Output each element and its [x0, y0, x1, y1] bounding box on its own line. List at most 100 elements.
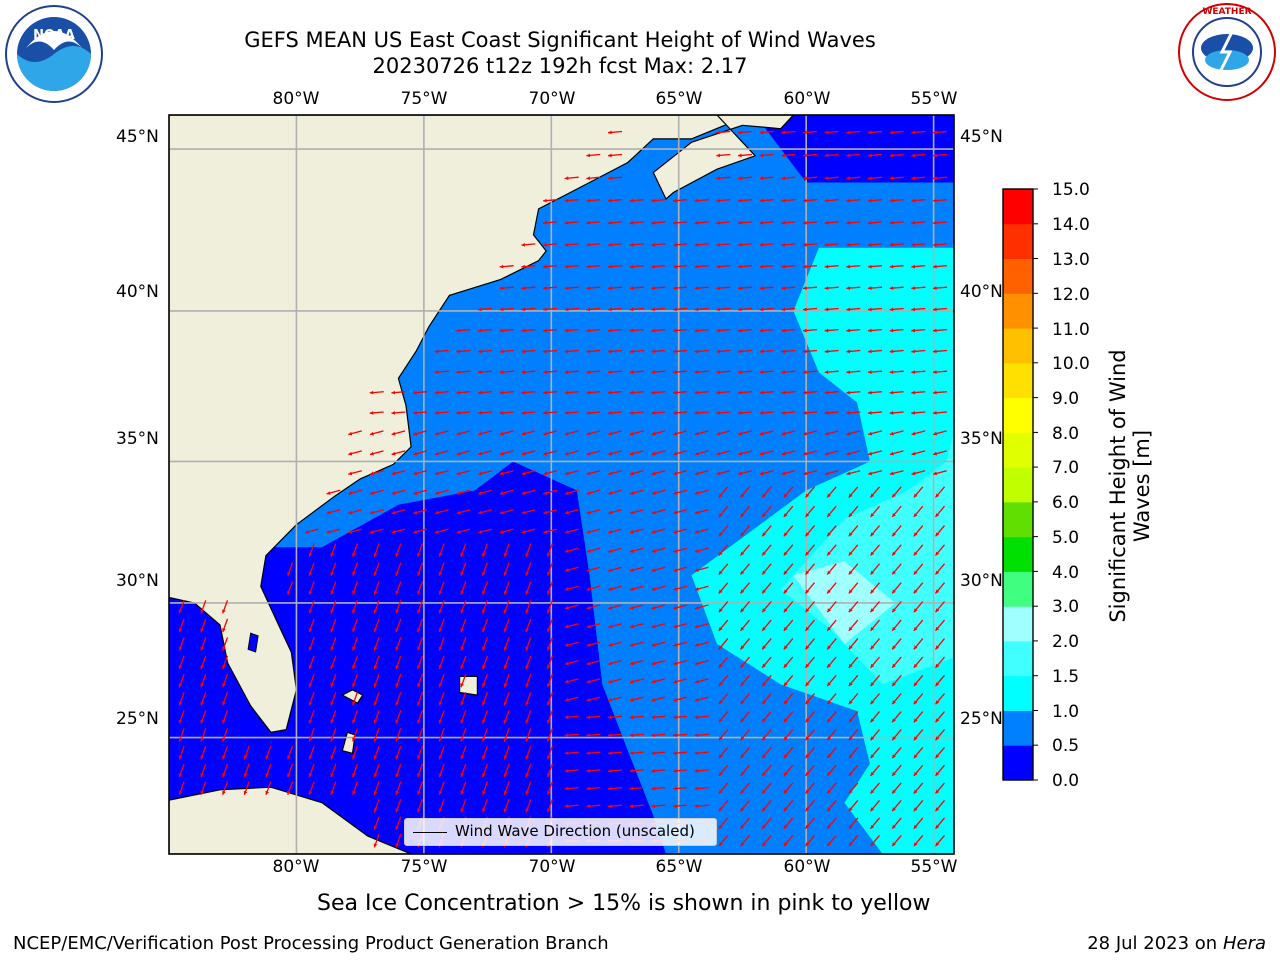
direction-arrow — [891, 505, 902, 518]
colorbar-bin — [1003, 362, 1033, 399]
direction-arrow — [673, 450, 687, 456]
colorbar-bin — [1003, 745, 1033, 781]
direction-arrow — [456, 528, 471, 534]
arrow-head — [827, 736, 831, 741]
direction-arrow — [586, 450, 601, 456]
direction-arrow — [891, 525, 902, 537]
direction-arrow — [391, 489, 406, 495]
arrow-head — [434, 349, 439, 354]
direction-arrow — [608, 509, 622, 515]
direction-arrow — [672, 370, 688, 374]
direction-arrow — [369, 450, 384, 456]
direction-arrow — [629, 370, 644, 374]
direction-arrow — [740, 693, 750, 705]
arrow-head — [395, 665, 399, 669]
direction-arrow — [478, 430, 492, 436]
arrow-head — [434, 431, 439, 436]
direction-arrow — [586, 566, 601, 572]
direction-arrow — [913, 746, 924, 759]
direction-arrow — [891, 817, 902, 830]
direction-arrow — [629, 804, 644, 808]
direction-arrow — [911, 307, 926, 312]
arrow-head — [305, 530, 309, 534]
direction-arrow — [456, 349, 471, 354]
direction-arrow — [373, 692, 380, 706]
arrow-head — [651, 768, 655, 773]
direction-arrow — [651, 349, 666, 354]
direction-arrow — [911, 470, 926, 476]
arrow-head — [564, 510, 569, 515]
cuba-land — [169, 786, 412, 854]
direction-arrow — [889, 370, 904, 374]
direction-arrow — [824, 470, 839, 476]
arrow-head — [694, 328, 699, 333]
arrow-head — [846, 451, 851, 456]
arrow-head — [781, 242, 785, 247]
arrow-head — [391, 530, 396, 534]
direction-arrow — [586, 528, 601, 534]
direction-arrow — [913, 619, 924, 632]
arrow-head — [586, 471, 591, 476]
direction-arrow — [694, 390, 709, 395]
arrow-head — [608, 568, 613, 572]
direction-arrow — [846, 286, 861, 290]
direction-arrow — [889, 176, 904, 181]
direction-arrow — [391, 411, 406, 415]
direction-arrow — [521, 264, 536, 269]
arrow-head — [608, 390, 612, 395]
direction-arrow — [326, 489, 341, 495]
direction-arrow — [826, 544, 837, 556]
direction-arrow — [846, 176, 861, 181]
direction-arrow — [521, 370, 536, 374]
arrow-head — [781, 307, 785, 312]
direction-arrow — [913, 674, 924, 687]
arrow-head — [935, 589, 940, 594]
direction-arrow — [607, 715, 623, 720]
direction-arrow — [848, 486, 859, 498]
arrow-head — [460, 571, 464, 576]
colorbar-tick: 7.0 — [1052, 458, 1080, 478]
direction-arrow — [672, 751, 688, 755]
direction-arrow — [805, 563, 815, 575]
direction-arrow — [826, 638, 837, 650]
direction-arrow — [586, 328, 601, 333]
colorbar-tick: 12.0 — [1052, 285, 1090, 305]
direction-arrow — [546, 543, 554, 557]
arrow-head — [935, 626, 940, 631]
direction-arrow — [911, 286, 926, 290]
arrow-head — [413, 411, 417, 415]
arrow-head — [521, 491, 526, 495]
direction-arrow — [608, 566, 622, 572]
arrow-head — [478, 510, 483, 515]
arrow-head — [629, 264, 634, 269]
direction-arrow — [481, 562, 489, 576]
direction-arrow — [413, 411, 428, 415]
arrow-head — [848, 551, 853, 556]
arrow-head — [651, 510, 656, 515]
direction-arrow — [694, 623, 709, 629]
direction-arrow — [178, 655, 185, 670]
arrow-head — [629, 643, 634, 647]
arrow-head — [460, 701, 464, 706]
arrow-head — [694, 370, 699, 374]
direction-arrow — [499, 411, 514, 415]
direction-arrow — [781, 264, 796, 269]
arrow-head — [716, 471, 721, 476]
direction-arrow — [546, 692, 554, 706]
arrow-head — [868, 349, 872, 354]
arrow-head — [673, 370, 677, 374]
arrow-head — [762, 700, 766, 705]
direction-arrow — [891, 656, 902, 669]
direction-arrow — [308, 728, 315, 742]
arrow-head — [651, 491, 656, 495]
arrow-head — [718, 513, 723, 517]
arrow-head — [438, 683, 443, 688]
arrow-head — [846, 411, 850, 415]
arrow-head — [564, 451, 569, 456]
direction-arrow — [629, 528, 644, 534]
arrow-head — [629, 679, 634, 684]
arrow-head — [824, 153, 829, 158]
arrow-head — [417, 755, 421, 760]
direction-arrow — [759, 176, 774, 181]
arrow-head — [846, 153, 850, 158]
